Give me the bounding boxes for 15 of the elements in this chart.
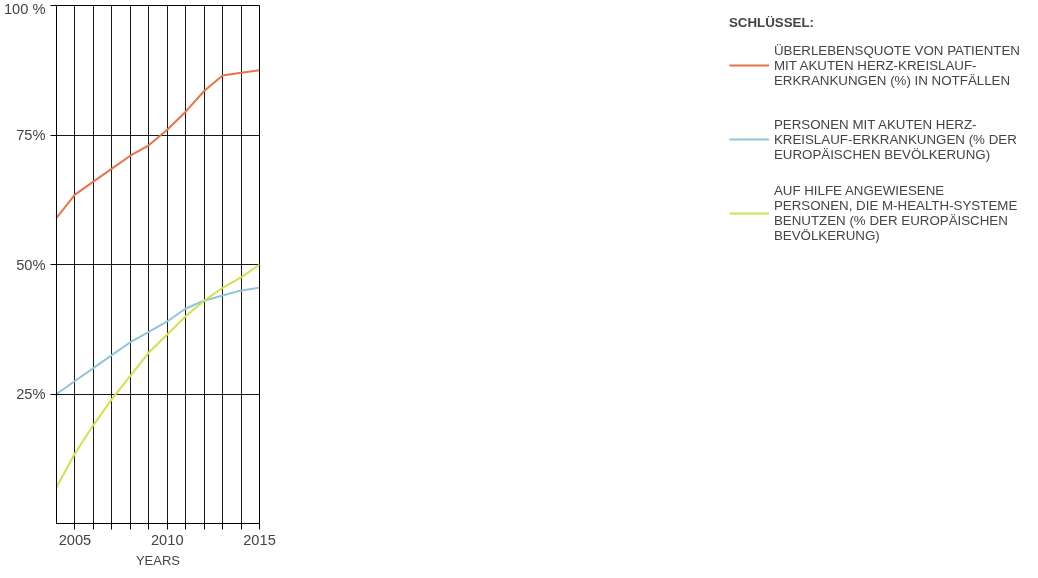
legend-label: ÜBERLEBENSQUOTE VON PATIENTEN MIT AKUTEN HERZ-KREISLAUF-ERKRANKUNGEN (%) IN NOTFÄLLEN xyxy=(773,41,1020,90)
legend-title: SCHLÜSSEL: xyxy=(728,15,816,30)
x-tick-label: 2005 xyxy=(58,531,92,548)
legend-label: PERSONEN MIT AKUTEN HERZ-KREISLAUF-ERKRANKUNGEN (% DER EUROPÄISCHEN BEVÖLKERUNG) xyxy=(773,115,1017,164)
x-tick-label: 2010 xyxy=(150,531,184,548)
y-tick-label: 25% xyxy=(16,386,46,402)
line-series xyxy=(56,286,260,395)
y-tick-label: 100 % xyxy=(3,0,46,17)
x-axis-title: YEARS xyxy=(135,552,181,568)
line-series xyxy=(56,69,260,219)
line-series xyxy=(56,263,260,489)
y-tick-label: 50% xyxy=(16,256,46,273)
x-tick-label: 2015 xyxy=(243,531,276,548)
legend-label: AUF HILFE ANGEWIESENE PERSONEN, DIE M-HEALTH-SYSTEME BENUTZEN (% DER EUROPÄISCHEN BEVÖLKERUNG) xyxy=(773,183,1018,243)
y-tick-label: 75% xyxy=(16,127,46,143)
